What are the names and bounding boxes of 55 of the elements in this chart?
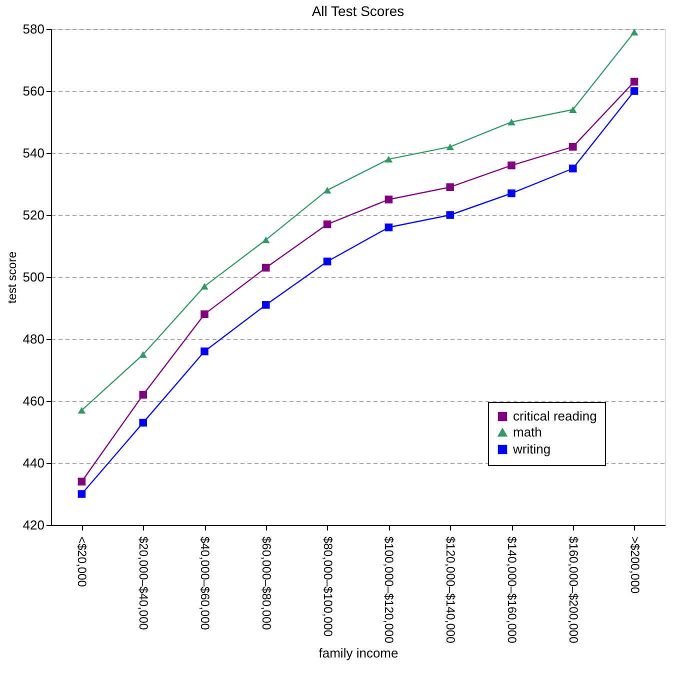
x-tick-label: $40,000–$60,000 [198, 536, 212, 630]
x-tick-label: $120,000–$140,000 [444, 536, 458, 644]
y-tick-label: 420 [22, 518, 44, 532]
point [78, 490, 86, 498]
point [262, 264, 270, 272]
point [323, 220, 332, 228]
x-tick-label: $60,000–$80,000 [259, 536, 274, 630]
x-axis-title: family income [318, 645, 398, 660]
legend-label: critical reading [513, 408, 597, 424]
point [200, 310, 208, 318]
point [630, 87, 638, 95]
y-tick-label: 480 [22, 332, 44, 346]
point [262, 236, 270, 244]
point [78, 406, 86, 414]
point [630, 28, 638, 36]
point [446, 143, 454, 150]
point [569, 106, 577, 113]
point [446, 211, 454, 219]
y-tick-label: 440 [22, 456, 44, 470]
point [323, 186, 332, 194]
chart-title: All Test Scores [312, 3, 404, 19]
legend-label: writing [512, 442, 551, 456]
point [508, 162, 516, 170]
point [139, 351, 147, 358]
point [569, 164, 577, 172]
y-tick-label: 560 [22, 84, 44, 98]
y-tick-label: 520 [22, 208, 44, 222]
y-tick-label: 580 [22, 22, 44, 36]
point [508, 189, 516, 198]
point [446, 183, 454, 191]
point [630, 78, 638, 86]
point [384, 156, 393, 163]
point [262, 301, 270, 309]
x-tick-label: >$200,000 [628, 536, 642, 594]
point [384, 224, 393, 232]
x-tick-label: $100,000–$120,000 [382, 536, 396, 644]
x-tick-label: <$20,000 [75, 536, 90, 588]
point [139, 418, 147, 427]
point [200, 348, 208, 356]
y-axis-title: test score [4, 251, 19, 304]
legend-label: math [513, 424, 542, 440]
y-tick-label: 540 [22, 146, 44, 160]
x-tick-label: $160,000–$200,000 [566, 536, 580, 644]
y-tick-label: 460 [22, 394, 44, 408]
point [384, 196, 393, 204]
x-tick-label: $140,000–$160,000 [505, 536, 519, 644]
y-tick-label: 500 [22, 270, 44, 284]
point [323, 258, 332, 266]
x-tick-label: $80,000–$100,000 [320, 536, 335, 637]
point [508, 118, 516, 126]
point [139, 390, 147, 399]
point [569, 142, 577, 151]
point [200, 282, 208, 290]
point [78, 478, 86, 486]
x-tick-label: $20,000–$40,000 [136, 536, 151, 630]
